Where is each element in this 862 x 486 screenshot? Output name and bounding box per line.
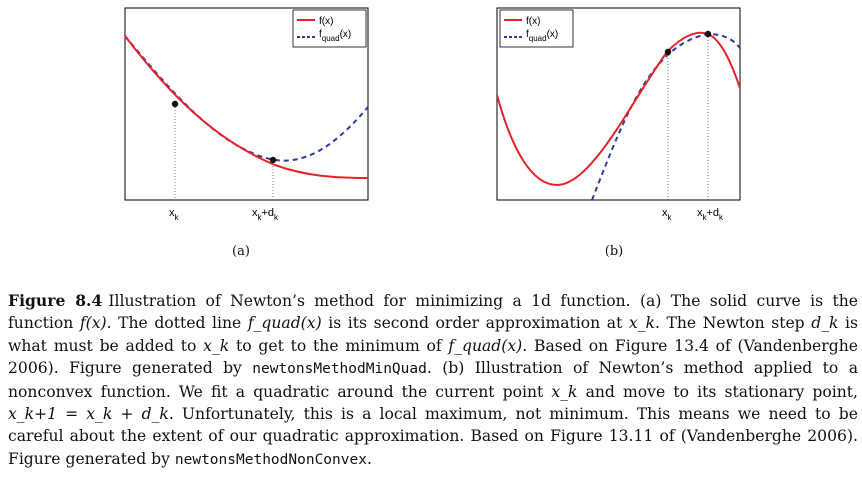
figure-number: Figure 8.4 [8,291,103,310]
legend-a: f(x) fquad(x) [292,9,367,48]
caption-text-3: is its second order approximation at [321,314,629,333]
caption-code-2: newtonsMethodNonConvex [174,451,367,468]
legend-label-f-a: f(x) [319,16,333,27]
figure-panel-a: f(x) fquad(x) xk xk+dk [90,0,390,280]
panel-label-b: (b) [604,244,624,259]
caption-text-2: . The dotted line [106,314,248,333]
caption-math-2: f_quad(x) [247,314,322,333]
legend-label-fquad-b: fquad(x) [526,29,558,43]
caption-text-4: . The Newton step [654,314,812,333]
plot-frame-b [496,7,741,201]
caption-text-1: Illustration of Newton’s method for mini… [8,292,858,333]
point-xkdk-a [269,156,277,164]
legend-label-f-b: f(x) [526,16,540,27]
caption-math-5: x_k [203,336,230,355]
caption-math-4: d_k [811,314,839,333]
caption-text-8: . (b) Illustration of Newton’s method ap… [8,359,858,401]
caption-math-1: f(x) [79,314,107,333]
caption-math-7: x_k [551,382,578,401]
caption-math-3: x_k [628,314,655,333]
tick-xkdk-a: xk+dk [252,207,279,222]
caption-math-6: f_quad(x) [448,336,523,355]
caption-math-8: x_k+1 = x_k + d_k [8,405,169,424]
series-fquad-b [591,32,740,200]
caption-text-5: is what must be added to [8,314,859,355]
caption-text-10: . Unfortunately, this is a local maximum… [8,405,858,468]
caption-text-11: . [366,449,372,468]
point-xk-a [171,100,179,108]
point-xk-b [664,48,672,56]
figure-caption: Figure 8.4 Illustration of Newton’s metho… [8,290,858,471]
tick-xk-a: xk [169,207,180,222]
caption-code-1: newtonsMethodMinQuad [252,361,427,378]
legend-b: f(x) fquad(x) [499,9,574,48]
series-fquad-a [124,35,369,162]
caption-text-9: and move to its stationary point, [577,382,858,401]
series-f-a [124,35,369,179]
tick-xk-b: xk [662,207,673,222]
tick-xkdk-b: xk+dk [697,207,724,222]
legend-label-fquad-a: fquad(x) [319,29,351,43]
caption-text-6: to get to the minimum of [229,336,449,355]
figure-panel-b: f(x) fquad(x) xk xk+dk [462,0,762,280]
series-f-b [497,31,740,187]
chart-b: f(x) fquad(x) xk xk+dk [496,7,741,222]
panel-label-a: (a) [232,244,250,259]
chart-a: f(x) fquad(x) xk xk+dk [124,7,369,222]
caption-text-7: . Based on Figure 13.4 of (Vandenberghe … [8,336,858,378]
plot-frame-a [124,7,369,201]
point-xkdk-b [704,30,712,38]
